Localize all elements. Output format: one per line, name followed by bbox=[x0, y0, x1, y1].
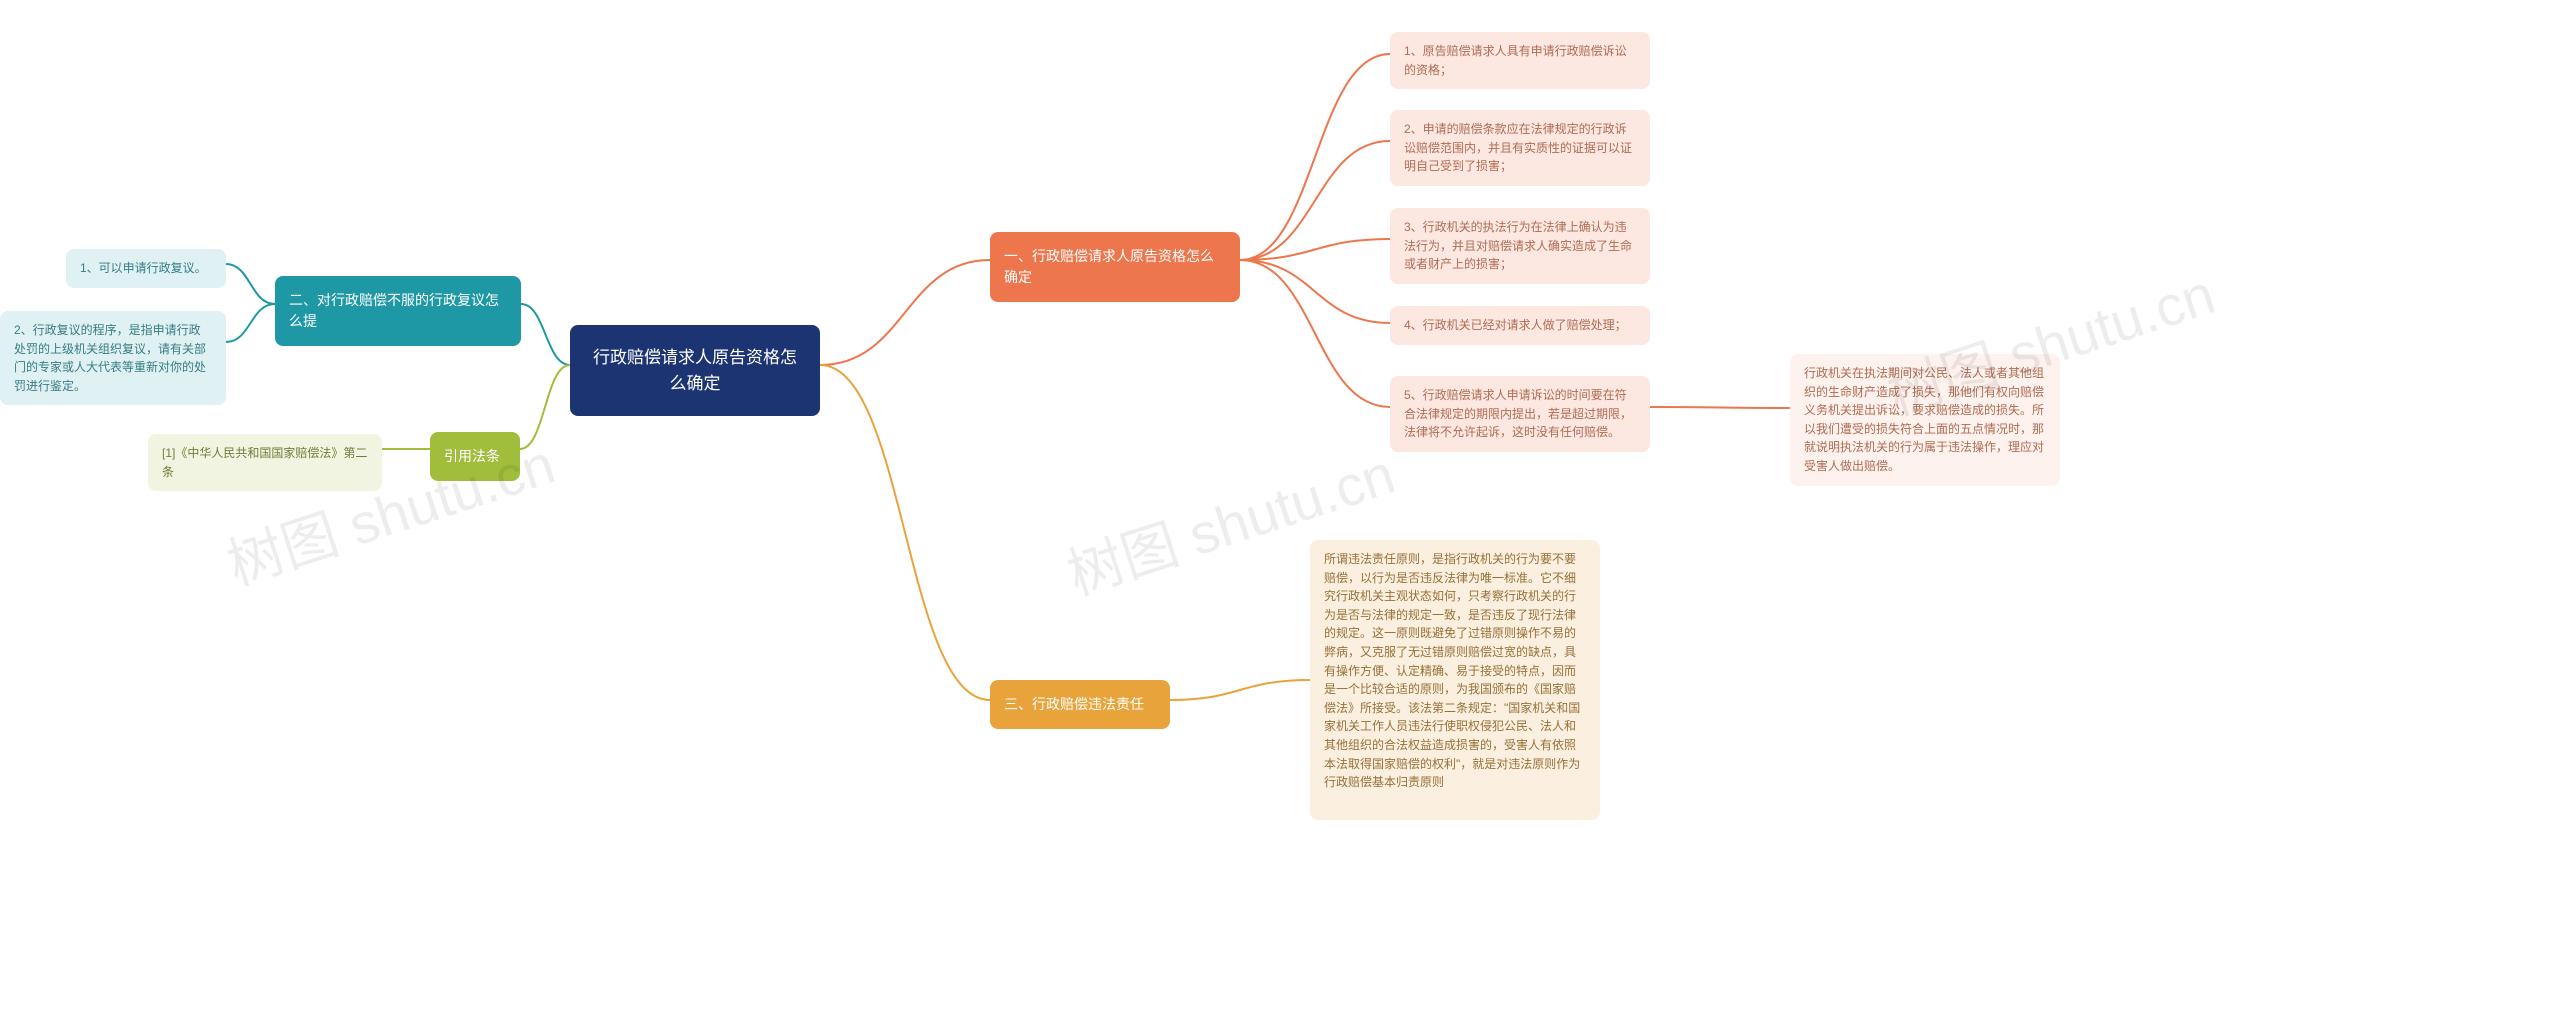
leaf-b3l1: 所谓违法责任原则，是指行政机关的行为要不要赔偿，以行为是否违反法律为唯一标准。它… bbox=[1310, 540, 1600, 820]
leaf-b2l1: 1、可以申请行政复议。 bbox=[66, 249, 226, 288]
leaf-b4l1: [1]《中华人民共和国国家赔偿法》第二条 bbox=[148, 434, 382, 491]
branch-b4: 引用法条 bbox=[430, 432, 520, 481]
connector-layer bbox=[0, 0, 2560, 1023]
branch-b3: 三、行政赔偿违法责任 bbox=[990, 680, 1170, 729]
leaf-b1l5: 5、行政赔偿请求人申请诉讼的时间要在符合法律规定的期限内提出，若是超过期限，法律… bbox=[1390, 376, 1650, 452]
leaf-b1l1: 1、原告赔偿请求人具有申请行政赔偿诉讼的资格； bbox=[1390, 32, 1650, 89]
root-node: 行政赔偿请求人原告资格怎么确定 bbox=[570, 325, 820, 416]
leaf-b1l2: 2、申请的赔偿条款应在法律规定的行政诉讼赔偿范围内，并且有实质性的证据可以证明自… bbox=[1390, 110, 1650, 186]
leaf-b1l4: 4、行政机关已经对请求人做了赔偿处理； bbox=[1390, 306, 1650, 345]
leaf-b1l5a: 行政机关在执法期间对公民、法人或者其他组织的生命财产造成了损失，那他们有权向赔偿… bbox=[1790, 354, 2060, 486]
leaf-b2l2: 2、行政复议的程序，是指申请行政处罚的上级机关组织复议，请有关部门的专家或人大代… bbox=[0, 311, 226, 405]
branch-b1: 一、行政赔偿请求人原告资格怎么确定 bbox=[990, 232, 1240, 302]
branch-b2: 二、对行政赔偿不服的行政复议怎么提 bbox=[275, 276, 521, 346]
leaf-b1l3: 3、行政机关的执法行为在法律上确认为违法行为，并且对赔偿请求人确实造成了生命或者… bbox=[1390, 208, 1650, 284]
